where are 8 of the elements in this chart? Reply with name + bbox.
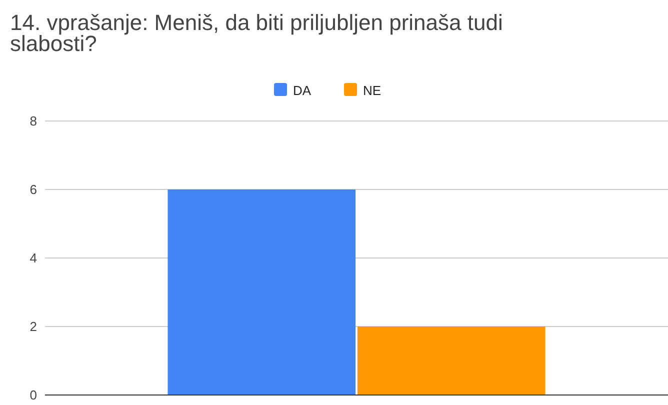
- y-tick-label: 2: [30, 319, 37, 334]
- chart-title: 14. vprašanje: Meniš, da biti priljubljen prinaša tudi slabosti?: [10, 10, 503, 56]
- legend-label: DA: [293, 83, 312, 98]
- y-tick-label: 0: [30, 388, 37, 403]
- y-tick-label: 4: [30, 250, 37, 266]
- y-tick-label: 6: [30, 182, 37, 198]
- y-tick-label: 8: [30, 114, 37, 129]
- legend-label: NE: [363, 83, 382, 98]
